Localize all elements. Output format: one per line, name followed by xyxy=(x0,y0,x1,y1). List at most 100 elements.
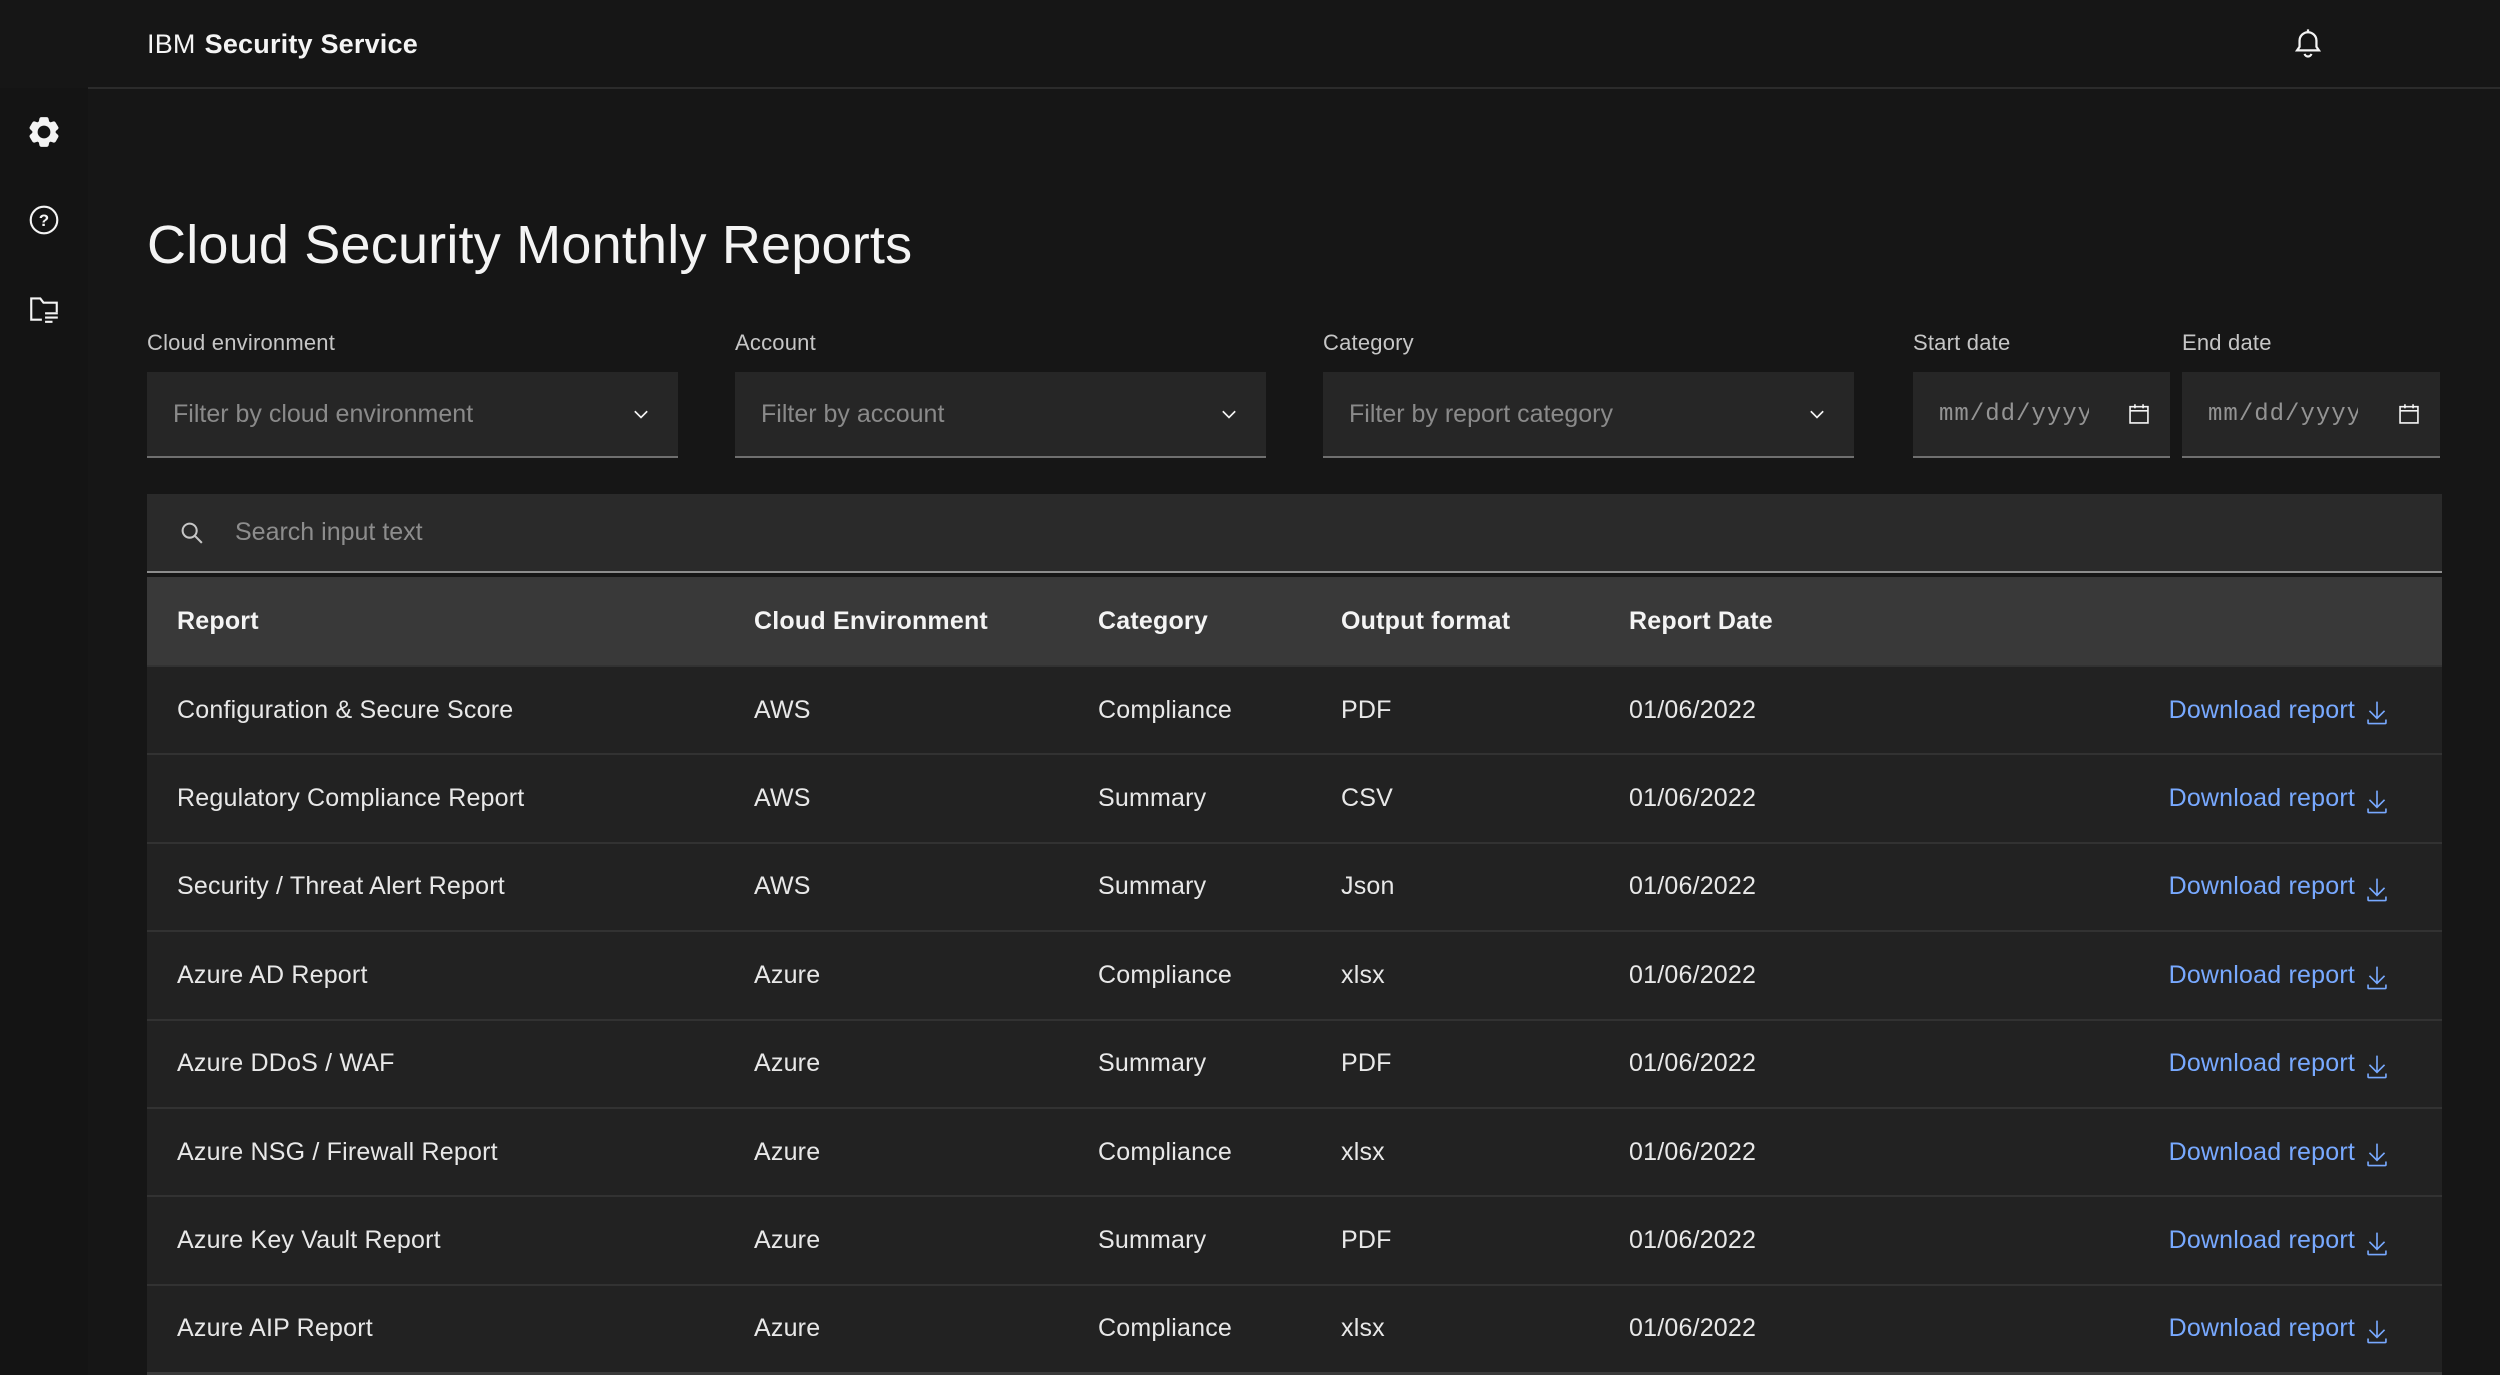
table-row: Azure AD Report Azure Compliance xlsx 01… xyxy=(147,930,2442,1019)
brand: IBM Security Service xyxy=(147,0,418,88)
filter-account: Account Filter by account xyxy=(735,330,1266,458)
download-icon xyxy=(2364,1142,2390,1168)
output-format-value: xlsx xyxy=(1341,960,1385,989)
col-header-cloud-environment: Cloud Environment xyxy=(754,606,988,635)
report-name: Configuration & Secure Score xyxy=(177,695,514,724)
download-report-label: Download report xyxy=(2168,1226,2355,1255)
report-name: Azure DDoS / WAF xyxy=(177,1049,395,1078)
cloud-environment-dropdown[interactable]: Filter by cloud environment xyxy=(147,372,678,458)
col-header-output-format: Output format xyxy=(1341,606,1511,635)
sidebar-item-help[interactable]: ? xyxy=(0,176,88,264)
start-date-field xyxy=(1913,372,2170,458)
download-report-label: Download report xyxy=(2168,695,2355,724)
output-format-value: PDF xyxy=(1341,695,1392,724)
chevron-down-icon xyxy=(1806,403,1828,425)
end-date-field xyxy=(2182,372,2440,458)
download-report-label: Download report xyxy=(2168,1049,2355,1078)
report-name: Azure AIP Report xyxy=(177,1314,373,1343)
report-date-value: 01/06/2022 xyxy=(1629,784,1757,813)
download-icon xyxy=(2364,1319,2390,1345)
table-row: Regulatory Compliance Report AWS Summary… xyxy=(147,753,2442,842)
top-header: IBM Security Service xyxy=(0,0,2500,88)
settings-gear-icon xyxy=(27,115,61,149)
download-report-link[interactable]: Download report xyxy=(2169,1226,2390,1255)
help-question-icon: ? xyxy=(27,203,61,237)
cloud-environment-value: Azure xyxy=(754,1137,821,1166)
category-label: Category xyxy=(1323,330,1414,355)
cloud-environment-value: AWS xyxy=(754,784,811,813)
table-row: Configuration & Secure Score AWS Complia… xyxy=(147,665,2442,754)
download-report-label: Download report xyxy=(2168,784,2355,813)
page-title: Cloud Security Monthly Reports xyxy=(147,215,913,276)
filter-category: Category Filter by report category xyxy=(1323,330,1854,458)
download-icon xyxy=(2364,965,2390,991)
account-label: Account xyxy=(735,330,816,355)
col-header-report-date: Report Date xyxy=(1629,606,1773,635)
category-placeholder: Filter by report category xyxy=(1349,399,1613,428)
table-row: Azure NSG / Firewall Report Azure Compli… xyxy=(147,1106,2442,1196)
download-report-link[interactable]: Download report xyxy=(2169,696,2390,725)
sidebar-item-settings[interactable] xyxy=(0,88,88,176)
download-report-link[interactable]: Download report xyxy=(2169,1138,2390,1167)
report-date-value: 01/06/2022 xyxy=(1629,1049,1757,1078)
cloud-environment-value: Azure xyxy=(754,1049,821,1078)
chevron-down-icon xyxy=(630,403,652,425)
calendar-icon[interactable] xyxy=(2396,401,2422,427)
brand-name: Security Service xyxy=(204,28,418,59)
col-header-report: Report xyxy=(177,606,259,635)
output-format-value: CSV xyxy=(1341,784,1394,813)
cloud-environment-placeholder: Filter by cloud environment xyxy=(173,399,474,428)
download-report-label: Download report xyxy=(2168,1137,2355,1166)
download-report-link[interactable]: Download report xyxy=(2169,784,2390,813)
download-report-label: Download report xyxy=(2168,960,2355,989)
category-value: Summary xyxy=(1098,784,1207,813)
output-format-value: xlsx xyxy=(1341,1137,1385,1166)
calendar-icon[interactable] xyxy=(2126,401,2152,427)
download-report-link[interactable]: Download report xyxy=(2169,1314,2390,1345)
report-name: Azure NSG / Firewall Report xyxy=(177,1137,498,1166)
report-date-value: 01/06/2022 xyxy=(1629,872,1757,901)
output-format-value: Json xyxy=(1341,872,1395,901)
category-value: Summary xyxy=(1098,872,1207,901)
report-name: Azure AD Report xyxy=(177,960,368,989)
col-header-category: Category xyxy=(1098,606,1208,635)
report-date-value: 01/06/2022 xyxy=(1629,960,1757,989)
category-dropdown[interactable]: Filter by report category xyxy=(1323,372,1854,458)
account-placeholder: Filter by account xyxy=(761,399,945,428)
notifications-button[interactable] xyxy=(2278,14,2338,74)
cloud-environment-value: AWS xyxy=(754,872,811,901)
reports-folder-icon xyxy=(27,291,61,325)
account-dropdown[interactable]: Filter by account xyxy=(735,372,1266,458)
download-report-link[interactable]: Download report xyxy=(2169,872,2390,902)
cloud-environment-value: AWS xyxy=(754,695,811,724)
cloud-environment-value: Azure xyxy=(754,1314,821,1343)
report-name: Security / Threat Alert Report xyxy=(177,872,505,901)
category-value: Compliance xyxy=(1098,1314,1233,1343)
sidebar-item-reports[interactable] xyxy=(0,264,88,352)
report-name: Azure Key Vault Report xyxy=(177,1226,441,1255)
brand-prefix: IBM xyxy=(147,28,196,59)
download-icon xyxy=(2364,700,2390,726)
search-icon xyxy=(177,518,207,548)
download-icon xyxy=(2364,1054,2390,1080)
download-icon xyxy=(2364,789,2390,815)
cloud-environment-value: Azure xyxy=(754,960,821,989)
search-bar xyxy=(147,494,2442,573)
start-date-input[interactable] xyxy=(1937,399,2091,429)
cloud-environment-label: Cloud environment xyxy=(147,330,336,355)
table-row: Azure Key Vault Report Azure Summary PDF… xyxy=(147,1195,2442,1284)
header-divider xyxy=(88,87,2500,89)
start-date-label: Start date xyxy=(1913,330,2011,355)
cloud-environment-value: Azure xyxy=(754,1226,821,1255)
end-date-input[interactable] xyxy=(2206,399,2360,429)
output-format-value: PDF xyxy=(1341,1049,1392,1078)
category-value: Compliance xyxy=(1098,695,1233,724)
category-value: Summary xyxy=(1098,1049,1207,1078)
download-report-link[interactable]: Download report xyxy=(2169,961,2390,990)
report-name: Regulatory Compliance Report xyxy=(177,784,525,813)
download-report-link[interactable]: Download report xyxy=(2168,1049,2390,1080)
category-value: Compliance xyxy=(1098,1137,1233,1166)
chevron-down-icon xyxy=(1218,403,1240,425)
search-input[interactable] xyxy=(233,517,2442,548)
category-value: Compliance xyxy=(1098,960,1233,989)
